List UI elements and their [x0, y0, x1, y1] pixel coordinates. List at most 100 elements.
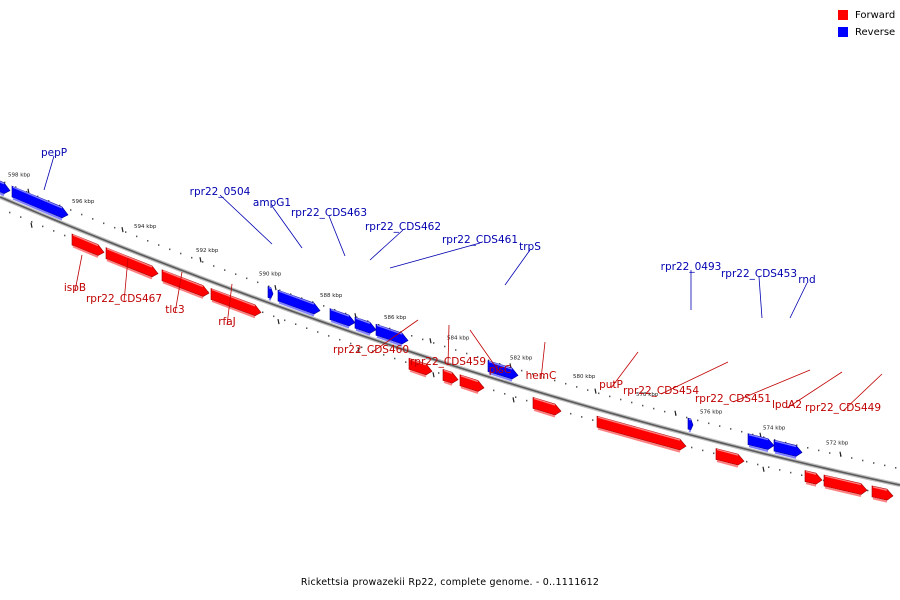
forward-gene-label: rpr22_CDS454	[623, 385, 699, 397]
reverse-gene-label-leader	[389, 242, 481, 269]
gene-highlight	[774, 440, 797, 448]
minor-tick-bottom	[526, 399, 528, 402]
gene-shadow	[211, 300, 256, 319]
major-tick-top	[121, 226, 124, 233]
minor-tick-top	[433, 342, 435, 344]
gene-body	[687, 417, 694, 431]
minor-tick-top	[708, 422, 710, 425]
gene-highlight	[748, 434, 769, 441]
forward-gene-label: plsC	[489, 364, 511, 376]
minor-tick-top	[4, 181, 6, 184]
forward-gene-label: lpdA2	[772, 399, 802, 411]
reverse-gene-arrow	[267, 286, 274, 301]
forward-gene-label-leader	[610, 351, 639, 389]
gene-body	[459, 374, 485, 392]
reverse-gene-arrow	[747, 433, 775, 453]
minor-tick-top	[411, 335, 413, 337]
gene-highlight	[533, 397, 556, 406]
minor-tick-top	[268, 285, 270, 288]
gene-body	[267, 286, 274, 299]
reverse-gene-arrow	[773, 439, 803, 459]
minor-tick-top	[763, 436, 765, 438]
gene-body	[773, 439, 803, 457]
legend: Forward Reverse	[838, 8, 895, 42]
minor-tick-top	[587, 389, 589, 391]
minor-tick-bottom	[570, 412, 572, 415]
gene-highlight	[355, 317, 371, 324]
minor-tick-top	[59, 204, 61, 207]
reverse-gene-label-leader	[369, 229, 404, 261]
reverse-gene-label: rpr22_CDS453	[721, 268, 797, 280]
minor-tick-top	[873, 462, 875, 464]
gene-body	[747, 433, 775, 450]
genome-backbone	[0, 195, 900, 488]
gene-highlight	[162, 270, 204, 288]
minor-tick-top	[884, 464, 886, 467]
minor-tick-bottom	[328, 335, 330, 337]
major-tick-bottom	[432, 372, 435, 378]
gene-highlight	[72, 234, 99, 247]
minor-tick-top	[81, 213, 83, 216]
minor-tick-top	[37, 195, 39, 198]
gene-shadow	[460, 386, 479, 394]
major-tick-top	[274, 284, 277, 291]
minor-tick-top	[301, 297, 303, 299]
gene-shadow	[355, 328, 371, 336]
minor-tick-top	[356, 316, 358, 319]
gene-shadow	[488, 372, 513, 382]
minor-tick-top	[367, 320, 369, 322]
forward-gene-label-leader	[786, 371, 843, 409]
gene-shadow	[533, 408, 556, 418]
reverse-gene-arrow	[354, 316, 377, 336]
minor-tick-top	[334, 308, 336, 311]
minor-tick-top	[774, 439, 776, 441]
gene-shadow	[688, 429, 692, 433]
reverse-gene-label: rpr22_CDS462	[365, 221, 441, 233]
scale-tick-label: 574 kbp	[763, 425, 786, 431]
forward-gene-arrow	[823, 474, 868, 497]
forward-gene-label: rfaJ	[218, 316, 236, 328]
minor-tick-bottom	[790, 471, 792, 474]
minor-tick-top	[785, 441, 787, 444]
reverse-gene-label-leader	[504, 249, 531, 286]
minor-tick-top	[257, 281, 259, 284]
minor-tick-top	[114, 226, 116, 229]
forward-swatch	[838, 10, 848, 20]
gene-highlight	[211, 288, 256, 307]
minor-tick-bottom	[317, 331, 319, 333]
major-tick-top	[839, 451, 842, 457]
minor-tick-top	[389, 327, 391, 330]
minor-tick-top	[532, 373, 534, 375]
scale-tick-label: 584 kbp	[447, 336, 470, 342]
minor-tick-top	[147, 240, 149, 242]
major-tick-top	[429, 338, 432, 344]
minor-tick-bottom	[867, 489, 869, 492]
reverse-gene-label: rpr22_0493	[661, 261, 722, 273]
gene-shadow	[278, 301, 315, 317]
forward-gene-label: putP	[599, 379, 623, 391]
gene-shadow	[805, 482, 817, 487]
minor-tick-top	[312, 301, 314, 303]
gene-body	[487, 360, 519, 380]
scale-tick-label: 578 kbp	[636, 392, 659, 398]
minor-tick-top	[158, 244, 160, 246]
minor-tick-top	[180, 252, 182, 255]
major-tick-top	[674, 410, 677, 416]
minor-tick-bottom	[9, 211, 11, 214]
gene-body	[161, 269, 210, 297]
reverse-gene-arrow	[375, 323, 409, 347]
gene-highlight	[268, 286, 272, 290]
legend-forward: Forward	[838, 8, 895, 22]
minor-tick-bottom	[515, 396, 517, 398]
reverse-gene-label: trpS	[519, 241, 541, 253]
forward-gene-arrow	[715, 448, 745, 468]
minor-tick-top	[807, 447, 809, 449]
scale-tick-label: 580 kbp	[573, 374, 596, 380]
minor-tick-top	[499, 363, 501, 365]
minor-tick-top	[345, 312, 347, 315]
map-caption: Rickettsia prowazekii Rp22, complete gen…	[300, 577, 600, 588]
gene-highlight	[460, 375, 479, 383]
gene-shadow	[824, 486, 862, 497]
gene-body	[442, 368, 459, 384]
